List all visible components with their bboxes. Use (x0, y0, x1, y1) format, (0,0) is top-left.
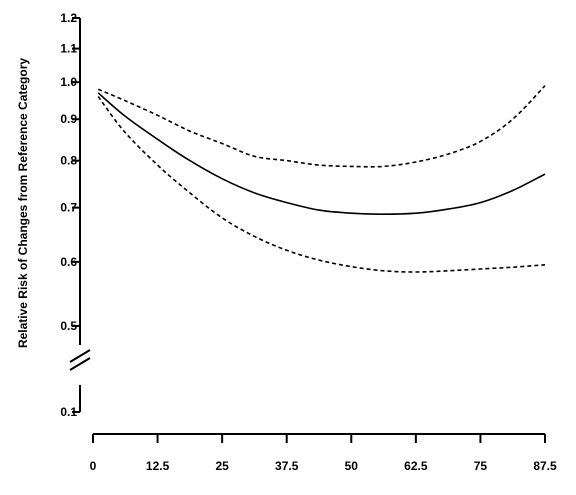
x-tick-label: 62.5 (404, 459, 428, 473)
y-tick-label: 0.5 (60, 319, 77, 333)
axis-break-mark (69, 357, 91, 371)
y-tick-label: 0.8 (60, 154, 77, 168)
y-tick-label: 0.7 (60, 201, 77, 215)
x-tick-label: 12.5 (146, 459, 170, 473)
lower-bound-curve (97, 96, 546, 273)
x-tick-label: 37.5 (275, 459, 299, 473)
y-axis: 0.1 0.5 0.6 0.7 0.8 0.9 1.0 1.1 1.2 (60, 11, 91, 419)
y-tick-label: 0.6 (60, 255, 77, 269)
y-tick-label: 0.9 (60, 112, 77, 126)
series-layer (97, 85, 546, 273)
upper-bound-curve (97, 85, 546, 168)
axis-break-mark (69, 349, 91, 363)
x-tick-label: 75 (474, 459, 488, 473)
y-tick-label: 1.1 (60, 42, 77, 56)
x-tick-label: 0 (90, 459, 97, 473)
x-tick-label: 50 (345, 459, 359, 473)
x-tick-label: 87.5 (533, 459, 557, 473)
y-axis-title: Relative Risk of Changes from Reference … (16, 58, 30, 348)
y-tick-label: 1.2 (60, 11, 77, 25)
x-axis: 0 12.5 25 37.5 50 62.5 75 87.5 (90, 433, 557, 473)
y-tick-label: 1.0 (60, 75, 77, 89)
x-tick-label: 25 (215, 459, 229, 473)
estimate-curve (97, 92, 546, 216)
y-tick-label: 0.1 (60, 405, 77, 419)
